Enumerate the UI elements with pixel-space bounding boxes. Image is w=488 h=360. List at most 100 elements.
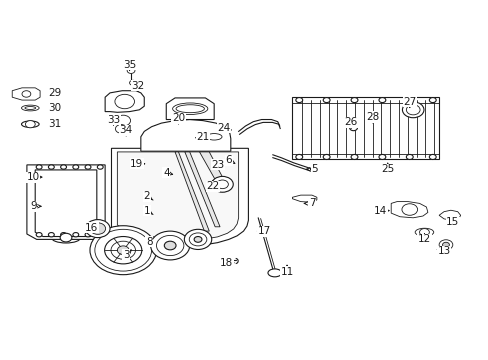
Circle shape xyxy=(85,220,110,238)
Text: 21: 21 xyxy=(196,132,209,142)
Text: 32: 32 xyxy=(131,81,144,91)
Polygon shape xyxy=(390,202,427,218)
Circle shape xyxy=(350,154,357,159)
Text: 3: 3 xyxy=(122,250,129,260)
Circle shape xyxy=(115,94,134,109)
Polygon shape xyxy=(141,120,230,151)
Circle shape xyxy=(156,235,183,256)
Text: 26: 26 xyxy=(344,117,357,127)
Circle shape xyxy=(60,233,72,242)
Text: 18: 18 xyxy=(220,258,233,268)
Circle shape xyxy=(349,125,357,131)
Ellipse shape xyxy=(267,269,281,277)
Polygon shape xyxy=(111,148,248,246)
Text: 34: 34 xyxy=(119,125,133,135)
Polygon shape xyxy=(27,165,105,239)
Circle shape xyxy=(378,98,385,103)
Circle shape xyxy=(442,242,448,247)
Circle shape xyxy=(25,121,35,128)
Text: 1: 1 xyxy=(143,206,150,216)
Circle shape xyxy=(428,98,435,103)
Polygon shape xyxy=(438,210,460,220)
Polygon shape xyxy=(105,91,144,112)
Circle shape xyxy=(406,154,412,159)
Polygon shape xyxy=(175,152,209,231)
Circle shape xyxy=(73,233,79,237)
Text: 11: 11 xyxy=(280,267,293,277)
Circle shape xyxy=(73,165,79,169)
Circle shape xyxy=(97,233,103,237)
Circle shape xyxy=(323,98,329,103)
Text: 6: 6 xyxy=(225,155,232,165)
Circle shape xyxy=(85,165,91,169)
Circle shape xyxy=(150,231,189,260)
Circle shape xyxy=(117,246,129,255)
Circle shape xyxy=(95,229,151,271)
Text: 7: 7 xyxy=(308,198,315,208)
Text: 27: 27 xyxy=(402,96,416,107)
Ellipse shape xyxy=(206,134,222,140)
Circle shape xyxy=(111,241,135,259)
Circle shape xyxy=(104,237,142,264)
Ellipse shape xyxy=(21,121,39,127)
Text: 14: 14 xyxy=(373,206,387,216)
Circle shape xyxy=(115,125,127,133)
Polygon shape xyxy=(35,170,97,237)
Circle shape xyxy=(85,233,91,237)
Ellipse shape xyxy=(172,103,207,114)
Ellipse shape xyxy=(21,105,39,111)
Circle shape xyxy=(90,223,105,234)
Circle shape xyxy=(211,176,233,192)
Circle shape xyxy=(164,241,176,250)
Text: 13: 13 xyxy=(436,246,450,256)
Ellipse shape xyxy=(176,105,204,113)
Text: 4: 4 xyxy=(163,168,169,178)
Circle shape xyxy=(406,98,412,103)
Circle shape xyxy=(36,233,42,237)
Circle shape xyxy=(61,165,66,169)
Polygon shape xyxy=(117,152,238,240)
Text: 19: 19 xyxy=(130,159,143,169)
Polygon shape xyxy=(292,195,316,202)
Text: 20: 20 xyxy=(172,113,184,123)
Text: 10: 10 xyxy=(27,172,40,182)
Circle shape xyxy=(90,226,156,275)
Circle shape xyxy=(406,105,419,115)
Circle shape xyxy=(295,154,302,159)
Circle shape xyxy=(129,80,136,85)
Text: 23: 23 xyxy=(211,159,224,170)
Ellipse shape xyxy=(25,107,36,109)
Text: 28: 28 xyxy=(365,112,379,122)
Text: 31: 31 xyxy=(48,119,61,129)
Circle shape xyxy=(127,68,135,73)
Circle shape xyxy=(401,204,417,215)
Text: 24: 24 xyxy=(217,123,230,133)
Polygon shape xyxy=(166,98,214,120)
Circle shape xyxy=(378,154,385,159)
Circle shape xyxy=(184,229,211,249)
Text: 22: 22 xyxy=(205,181,219,191)
Circle shape xyxy=(22,91,31,97)
Polygon shape xyxy=(184,152,220,227)
Text: 8: 8 xyxy=(145,237,152,247)
Circle shape xyxy=(323,154,329,159)
Circle shape xyxy=(428,154,435,159)
Text: 33: 33 xyxy=(106,114,120,125)
Circle shape xyxy=(189,233,206,246)
Text: 29: 29 xyxy=(48,88,61,98)
Circle shape xyxy=(194,237,202,242)
Circle shape xyxy=(419,229,428,236)
Circle shape xyxy=(438,240,452,250)
Text: 9: 9 xyxy=(30,201,37,211)
Ellipse shape xyxy=(414,228,433,236)
Text: 35: 35 xyxy=(122,60,136,70)
Circle shape xyxy=(48,165,54,169)
Circle shape xyxy=(97,165,103,169)
Polygon shape xyxy=(199,152,225,186)
Circle shape xyxy=(295,98,302,103)
Text: 17: 17 xyxy=(257,226,270,236)
Text: 16: 16 xyxy=(84,222,98,233)
Circle shape xyxy=(116,115,130,126)
Circle shape xyxy=(61,233,66,237)
Circle shape xyxy=(48,233,54,237)
